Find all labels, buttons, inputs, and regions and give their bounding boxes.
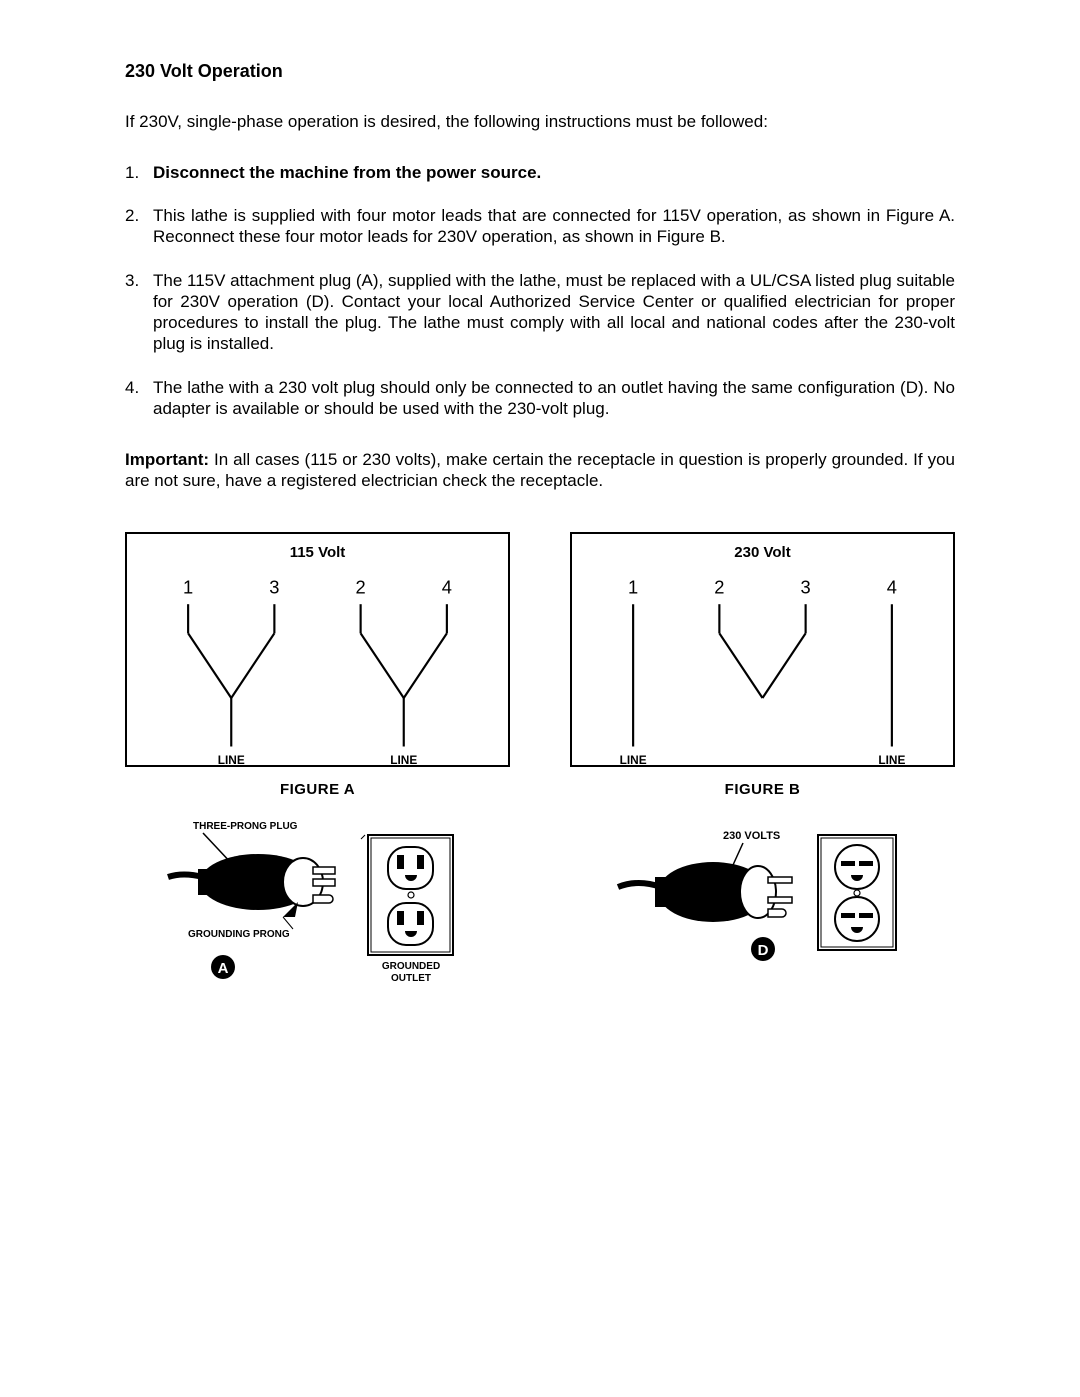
plug-d-column: 230 VOLTS (570, 817, 955, 997)
figure-a-title: 115 Volt (145, 544, 490, 563)
figure-b-label: FIGURE B (725, 781, 801, 800)
svg-text:4: 4 (887, 577, 897, 598)
intro-text: If 230V, single-phase operation is desir… (125, 111, 955, 132)
plug-figures-row: THREE-PRONG PLUG GROUNDING PRONG (125, 817, 955, 997)
step-text: Disconnect the machine from the power so… (153, 162, 955, 183)
svg-text:LINE: LINE (218, 753, 245, 767)
step-3: 3. The 115V attachment plug (A), supplie… (125, 270, 955, 355)
important-note: Important: In all cases (115 or 230 volt… (125, 449, 955, 492)
svg-text:4: 4 (442, 577, 452, 598)
step-num: 2. (125, 205, 153, 248)
plug-d-illustration: 230 VOLTS (613, 817, 913, 977)
figure-b-title: 230 Volt (590, 544, 935, 563)
svg-text:GROUNDED: GROUNDED (381, 961, 439, 972)
figure-b-box: 230 Volt 1 2 3 4 (570, 532, 955, 767)
svg-text:3: 3 (269, 577, 279, 598)
svg-text:THREE-PRONG PLUG: THREE-PRONG PLUG (193, 821, 298, 832)
step-1: 1. Disconnect the machine from the power… (125, 162, 955, 183)
step-4: 4. The lathe with a 230 volt plug should… (125, 377, 955, 420)
plug-a-illustration: THREE-PRONG PLUG GROUNDING PRONG (163, 817, 473, 997)
figure-a-box: 115 Volt 1 3 2 4 (125, 532, 510, 767)
important-label: Important: (125, 450, 209, 469)
svg-text:LINE: LINE (878, 753, 905, 767)
step-num: 1. (125, 162, 153, 183)
svg-text:OUTLET: OUTLET (391, 973, 431, 984)
svg-text:LINE: LINE (620, 753, 647, 767)
step-2: 2. This lathe is supplied with four moto… (125, 205, 955, 248)
step-text: The lathe with a 230 volt plug should on… (153, 377, 955, 420)
step-text: The 115V attachment plug (A), supplied w… (153, 270, 955, 355)
figure-a-label: FIGURE A (280, 781, 355, 800)
figure-a-column: 115 Volt 1 3 2 4 (125, 532, 510, 800)
svg-text:D: D (757, 942, 768, 959)
plug-a-column: THREE-PRONG PLUG GROUNDING PRONG (125, 817, 510, 997)
step-num: 3. (125, 270, 153, 355)
svg-text:A: A (217, 960, 228, 977)
wiring-figures-row: 115 Volt 1 3 2 4 (125, 532, 955, 800)
wiring-diagram-b: 1 2 3 4 LINE LINE (590, 574, 935, 768)
step-text: This lathe is supplied with four motor l… (153, 205, 955, 248)
svg-text:1: 1 (183, 577, 193, 598)
section-title: 230 Volt Operation (125, 60, 955, 83)
svg-text:3: 3 (801, 577, 811, 598)
figure-b-column: 230 Volt 1 2 3 4 (570, 532, 955, 800)
svg-text:230 VOLTS: 230 VOLTS (723, 830, 780, 842)
svg-text:LINE: LINE (390, 753, 417, 767)
svg-text:1: 1 (628, 577, 638, 598)
steps-list: 1. Disconnect the machine from the power… (125, 162, 955, 419)
important-text: In all cases (115 or 230 volts), make ce… (125, 450, 955, 490)
svg-text:GROUNDING PRONG: GROUNDING PRONG (188, 929, 290, 940)
svg-text:2: 2 (356, 577, 366, 598)
wiring-diagram-a: 1 3 2 4 (145, 574, 490, 768)
svg-text:2: 2 (714, 577, 724, 598)
step-num: 4. (125, 377, 153, 420)
